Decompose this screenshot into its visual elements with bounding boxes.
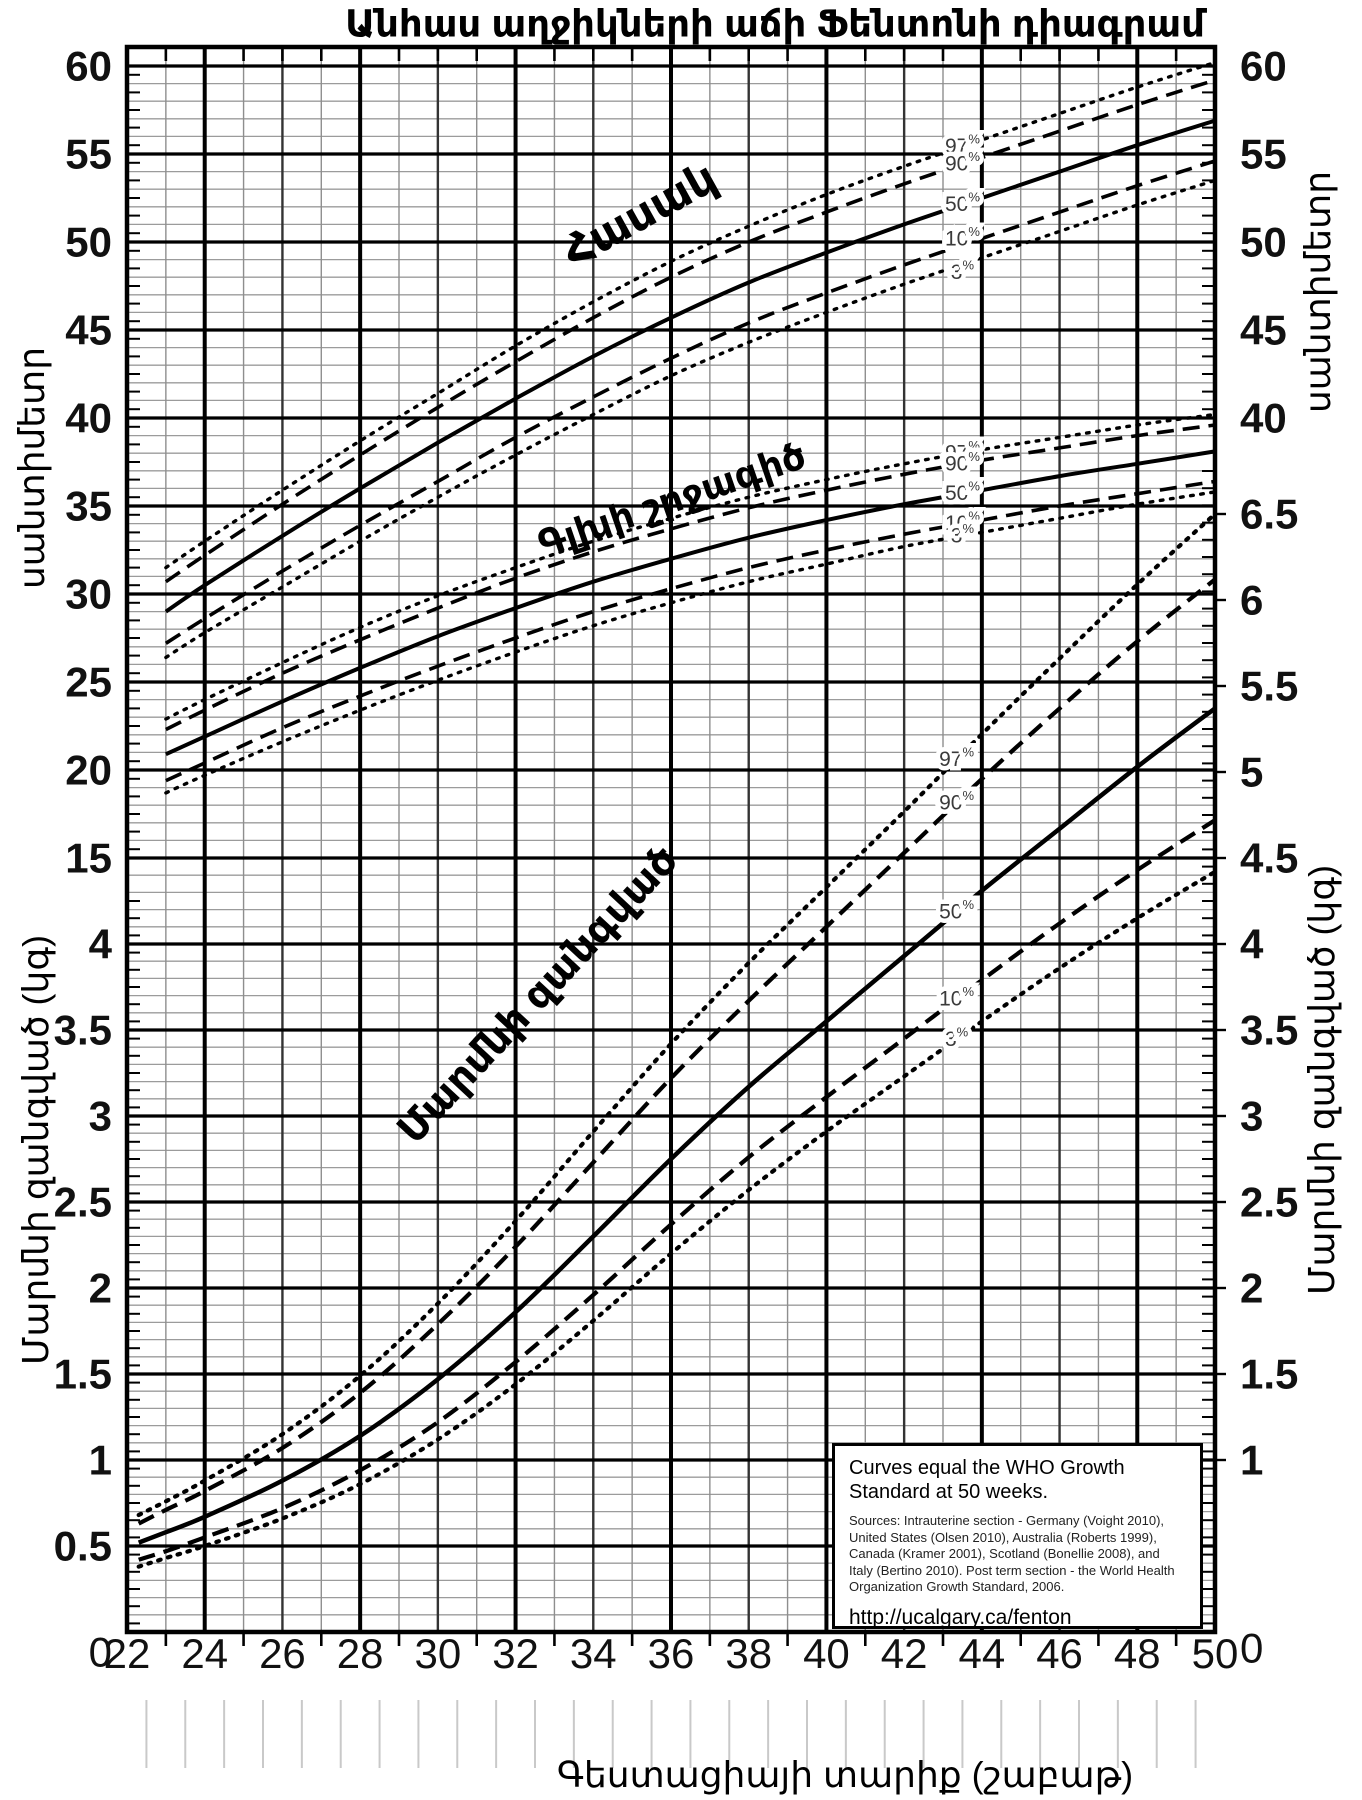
head-p3-curve — [164, 490, 1217, 795]
right-cm-tick-60: 60 — [1240, 43, 1287, 90]
head-p3-label: 3% — [951, 520, 975, 547]
right-kg-tick-1: 1 — [1240, 1437, 1263, 1484]
left-kg-tick-1: 1 — [89, 1437, 112, 1484]
weight-curves: 97% 90% 50% 10% 3% — [136, 511, 1218, 1569]
weight-p3-curve — [136, 869, 1218, 1569]
left-cm-tick-35: 35 — [65, 483, 112, 530]
length-p50-label: 50% — [945, 189, 980, 216]
right-cm-tick-45: 45 — [1240, 307, 1287, 354]
left-kg-tick-3: 3 — [89, 1093, 112, 1140]
left-kg-axis-title: Մարմնի զանգված (կգ) — [15, 934, 56, 1366]
x-tick-44: 44 — [958, 1630, 1005, 1677]
axis-labels: 6055504540353025201543.532.521.510.56055… — [54, 43, 1299, 1678]
head-p50-label: 50% — [945, 478, 980, 505]
x-tick-46: 46 — [1036, 1630, 1083, 1677]
chart-title: Անհաս աղջիկների աճի Ֆենտոնի դիագրամ — [345, 3, 1205, 45]
weight-p10-label: 10% — [939, 984, 974, 1011]
length-p3-curve — [164, 178, 1217, 660]
right-cm-axis-title: սանտիմետր — [1297, 170, 1338, 414]
left-cm-axis-title: սանտիմետր — [11, 346, 52, 590]
left-kg-tick-3.5: 3.5 — [54, 1007, 112, 1054]
info-box-url[interactable]: http://ucalgary.ca/fenton — [849, 1605, 1072, 1629]
x-tick-42: 42 — [881, 1630, 928, 1677]
who-info-box: Curves equal the WHO Growth Standard at … — [832, 1443, 1203, 1629]
right-kg-tick-3: 3 — [1240, 1093, 1263, 1140]
right-cm-tick-55: 55 — [1240, 131, 1287, 178]
length-curves: 97%90%50%10%3% — [164, 60, 1217, 660]
x-tick-34: 34 — [570, 1630, 617, 1677]
length-p10-curve — [164, 159, 1216, 645]
length-p3-label: 3% — [951, 257, 975, 284]
right-kg-tick-4.5: 4.5 — [1240, 835, 1298, 882]
weight-p50-label: 50% — [939, 896, 974, 923]
x-tick-50: 50 — [1192, 1630, 1239, 1677]
weight-p97-label: 97% — [939, 744, 974, 771]
right-kg-tick-5.5: 5.5 — [1240, 663, 1298, 710]
left-kg-tick-4: 4 — [89, 921, 113, 968]
left-cm-tick-20: 20 — [65, 747, 112, 794]
left-cm-tick-30: 30 — [65, 571, 112, 618]
grid — [124, 44, 1218, 1635]
left-cm-tick-60: 60 — [65, 43, 112, 90]
x-tick-26: 26 — [259, 1630, 306, 1677]
x-tick-30: 30 — [414, 1630, 461, 1677]
right-kg-tick-2.5: 2.5 — [1240, 1179, 1298, 1226]
head-p97-curve — [164, 412, 1217, 721]
head-p10-curve — [165, 479, 1216, 783]
info-box-heading: Curves equal the WHO Growth Standard at … — [849, 1457, 1125, 1503]
right-kg-tick-3.5: 3.5 — [1240, 1007, 1298, 1054]
right-cm-tick-50: 50 — [1240, 219, 1287, 266]
axis-ticks — [125, 47, 1226, 1646]
weight-p50-curve — [137, 706, 1217, 1545]
left-cm-tick-15: 15 — [65, 835, 112, 882]
right-kg-tick-1.5: 1.5 — [1240, 1351, 1298, 1398]
left-cm-tick-25: 25 — [65, 659, 112, 706]
x-tick-32: 32 — [492, 1630, 539, 1677]
left-kg-tick-1.5: 1.5 — [54, 1351, 112, 1398]
origin-label-right: 0 — [1240, 1625, 1263, 1672]
length-p10-label: 10% — [945, 224, 980, 251]
head-curves: 97%90%50%10%3% — [164, 412, 1217, 795]
right-kg-axis-title: Մարմնի զանգված (կգ) — [1301, 864, 1342, 1296]
length-p50-curve — [164, 118, 1216, 614]
left-kg-tick-0.5: 0.5 — [54, 1523, 112, 1570]
head-p90-curve — [165, 423, 1216, 732]
x-tick-40: 40 — [803, 1630, 850, 1677]
weight-p97-curve — [136, 511, 1218, 1518]
right-kg-tick-6.5: 6.5 — [1240, 491, 1298, 538]
x-axis-title: Գեստացիայի տարիք (շաբաթ) — [556, 1754, 1134, 1795]
x-tick-22: 22 — [104, 1630, 151, 1677]
x-tick-48: 48 — [1114, 1630, 1161, 1677]
x-tick-28: 28 — [337, 1630, 384, 1677]
x-tick-38: 38 — [725, 1630, 772, 1677]
right-kg-tick-4: 4 — [1240, 921, 1264, 968]
weight-p90-curve — [137, 577, 1217, 1526]
right-kg-tick-5: 5 — [1240, 749, 1263, 796]
left-cm-tick-50: 50 — [65, 219, 112, 266]
length-p90-curve — [164, 78, 1216, 584]
left-kg-tick-2.5: 2.5 — [54, 1179, 112, 1226]
left-cm-tick-55: 55 — [65, 131, 112, 178]
right-kg-tick-2: 2 — [1240, 1265, 1263, 1312]
info-box-sources: Sources: Intrauterine section - Germany … — [849, 1513, 1175, 1594]
right-kg-tick-6: 6 — [1240, 577, 1263, 624]
right-cm-tick-40: 40 — [1240, 395, 1287, 442]
left-kg-tick-2: 2 — [89, 1265, 112, 1312]
left-cm-tick-45: 45 — [65, 307, 112, 354]
length-p97-curve — [164, 60, 1217, 570]
weight-p90-label: 90% — [939, 787, 974, 814]
left-cm-tick-40: 40 — [65, 395, 112, 442]
x-tick-24: 24 — [181, 1630, 228, 1677]
bottom-month-ruler — [145, 1700, 1197, 1768]
origin-label-left: 0 — [89, 1629, 112, 1676]
weight-p10-curve — [138, 818, 1217, 1562]
x-tick-36: 36 — [648, 1630, 695, 1677]
head-p50-curve — [165, 449, 1216, 757]
